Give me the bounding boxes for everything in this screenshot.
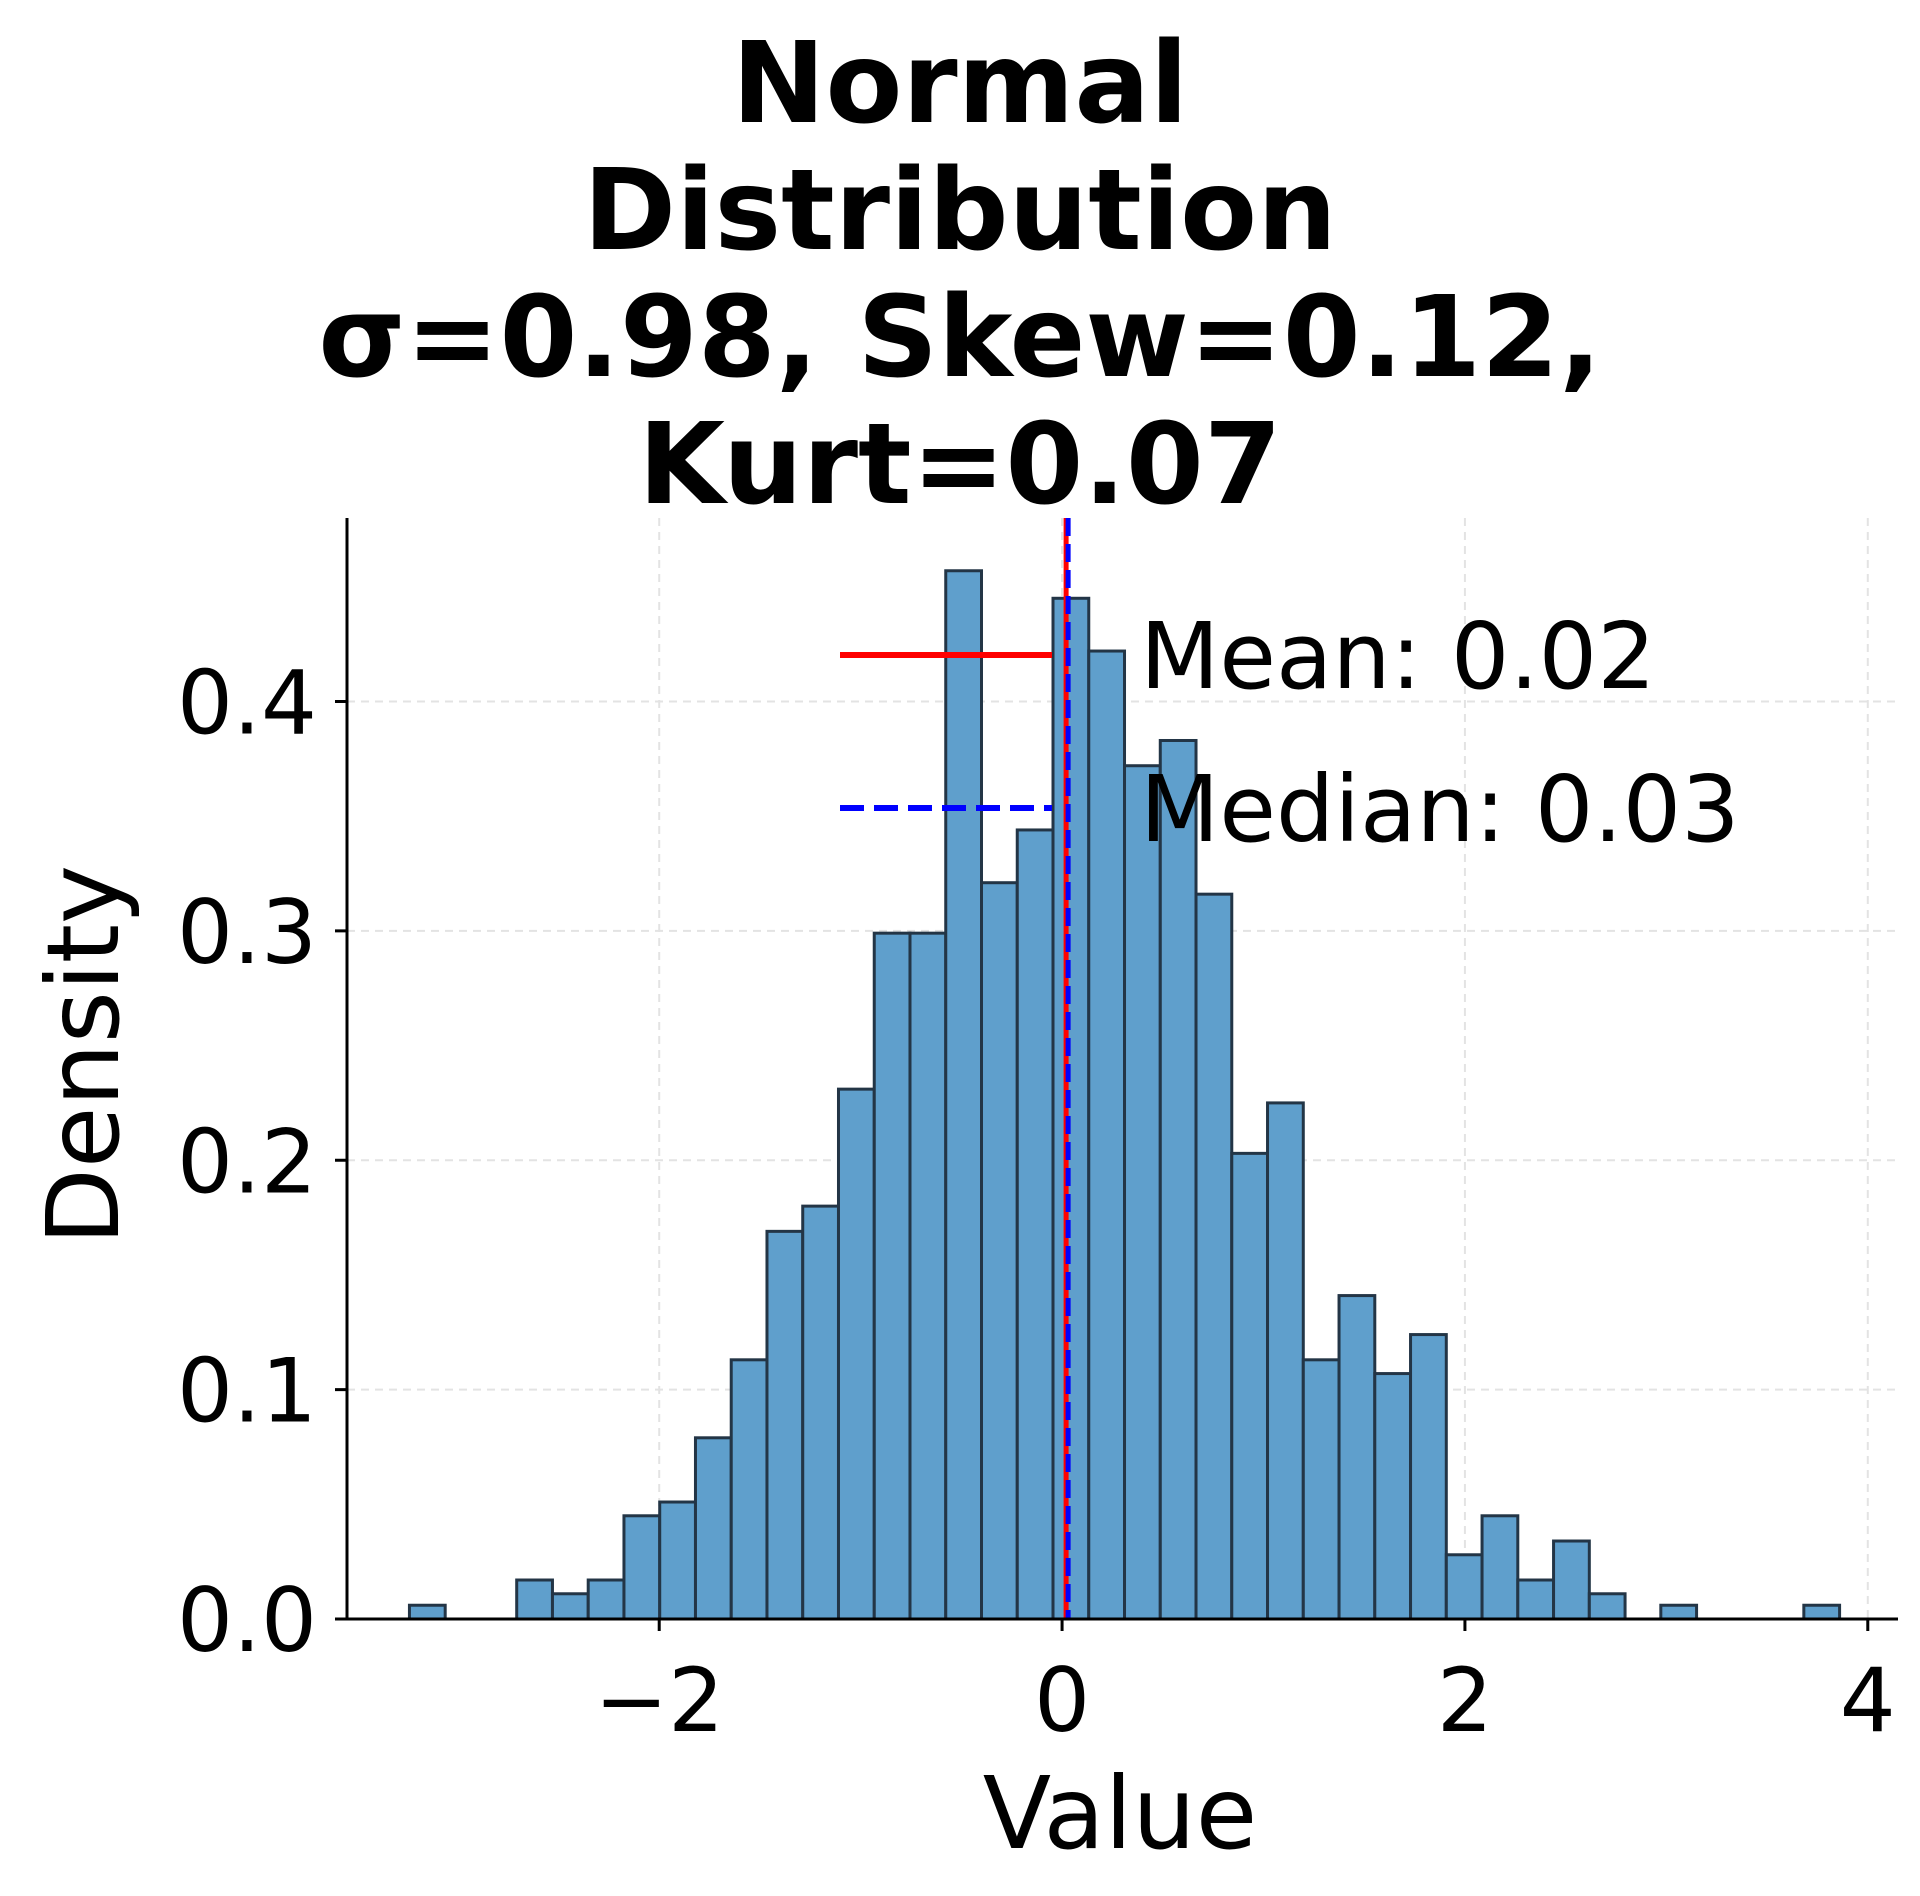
chart-title-line-2: Distribution [583,146,1337,276]
x-tick-label-2: 2 [1437,1649,1493,1752]
histogram-bar-17 [1015,828,1055,1621]
reference-lines [1063,518,1071,1619]
y-tick-label-4: 0.4 [177,652,317,755]
histogram-bar-9 [729,1358,769,1621]
histogram-bars [407,569,1842,1621]
histogram-bar-7 [658,1500,697,1621]
histogram-bar-20 [1123,764,1162,1621]
histogram-bar-33 [1587,1592,1627,1621]
histogram-bar-18 [1051,596,1091,1621]
y-tick-label-1: 0.1 [177,1340,317,1443]
histogram-bar-35 [1659,1603,1699,1621]
histogram-bar-24 [1266,1101,1305,1621]
y-tick-label-2: 0.2 [177,1110,317,1213]
histogram-bar-6 [622,1514,662,1621]
histogram-bar-13 [872,931,912,1621]
histogram-bar-26 [1337,1294,1377,1621]
histogram-bar-22 [1194,892,1234,1621]
histogram-bar-21 [1158,738,1198,1621]
chart-title-line-1: Normal [731,19,1189,149]
histogram-bar-39 [1802,1603,1842,1621]
histogram-bar-23 [1230,1151,1270,1621]
histogram-bar-27 [1373,1372,1413,1621]
histogram-bar-30 [1480,1514,1520,1621]
histogram-bar-16 [980,881,1019,1621]
histogram-bar-8 [693,1436,733,1621]
histogram-bar-31 [1516,1578,1556,1621]
legend: Mean: 0.02 Median: 0.03 [840,603,1740,863]
ticks: −2 0 2 4 0.0 0.1 0.2 0.3 0.4 [177,652,1896,1753]
histogram-bar-29 [1444,1553,1484,1621]
histogram-bar-14 [908,931,948,1621]
histogram-bar-10 [765,1229,805,1621]
legend-label-1: Median: 0.03 [1140,756,1740,863]
histogram-bar-28 [1409,1333,1448,1621]
histogram-bar-0 [407,1603,447,1621]
histogram-bar-19 [1087,649,1127,1621]
x-tick-label-1: 0 [1034,1649,1090,1752]
chart-title-line-3: σ=0.98, Skew=0.12, [318,273,1602,403]
histogram-bar-15 [944,569,983,1621]
x-tick-label-0: −2 [594,1649,724,1752]
y-tick-label-0: 0.0 [177,1569,317,1672]
histogram-bar-12 [836,1087,876,1621]
histogram-bar-32 [1552,1539,1591,1621]
histogram-bar-5 [586,1578,626,1621]
histogram-bar-3 [515,1578,554,1621]
x-tick-label-3: 4 [1840,1649,1896,1752]
y-tick-label-3: 0.3 [177,881,317,984]
chart-title-line-4: Kurt=0.07 [638,400,1282,530]
legend-label-0: Mean: 0.02 [1140,603,1656,710]
histogram-bar-4 [550,1592,590,1621]
histogram-bar-11 [801,1204,840,1621]
y-axis-label: Density [25,865,142,1245]
histogram-bar-25 [1301,1358,1341,1621]
x-axis-label: Value [983,1755,1258,1872]
